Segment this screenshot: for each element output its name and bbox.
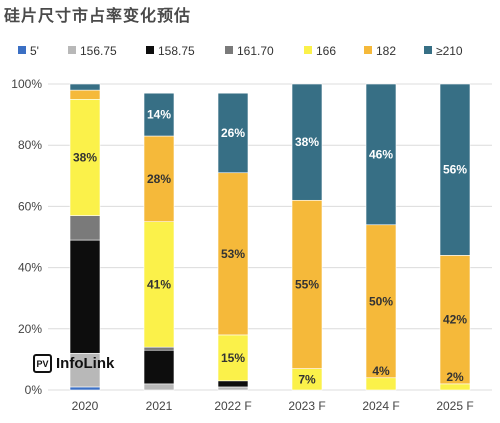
data-label: 28% [147, 172, 171, 186]
data-label: 53% [221, 247, 245, 261]
y-tick-label: 80% [18, 138, 42, 152]
bar-2022-f-182 [217, 172, 249, 336]
chart-title: 硅片尺寸市占率变化预估 [4, 6, 192, 25]
bar-2020-156-75 [69, 352, 101, 388]
x-tick-label: 2024 F [362, 399, 399, 413]
bar-2021-156-75 [143, 383, 175, 391]
legend-swatch-166 [304, 46, 312, 54]
x-tick-label: 2025 F [436, 399, 473, 413]
legend-swatch-5in [18, 46, 26, 54]
legend-swatch-158-75 [146, 46, 154, 54]
data-label: 42% [443, 313, 467, 327]
bar-2024-f-182 [365, 224, 397, 379]
bar-2024-f-166 [365, 377, 397, 391]
bar-2023-f-182 [291, 199, 323, 369]
bar-2021-161-70 [143, 346, 175, 351]
bar-2025-f-ge210 [439, 83, 471, 256]
legend-swatch-156-75 [68, 46, 76, 54]
legend-swatch-182 [364, 46, 372, 54]
bar-2023-f-ge210 [291, 83, 323, 201]
y-tick-label: 20% [18, 322, 42, 336]
data-label: 15% [221, 351, 245, 365]
y-tick-label: 60% [18, 199, 42, 213]
logo-text: InfoLink [56, 355, 115, 372]
data-label: 38% [295, 135, 319, 149]
data-label: 4% [372, 364, 390, 378]
bar-2020-ge210 [69, 83, 101, 91]
bar-2021-166 [143, 221, 175, 348]
data-label: 38% [73, 150, 97, 164]
bar-2025-f-166 [439, 383, 471, 391]
bar-2021-158-75 [143, 349, 175, 385]
bar-2020-182 [69, 89, 101, 100]
bar-2022-f-158-75 [217, 380, 249, 388]
x-tick-label: 2020 [72, 399, 99, 413]
y-tick-label: 0% [25, 383, 43, 397]
bar-2020-161-70 [69, 215, 101, 241]
legend-swatch-ge210 [424, 46, 432, 54]
bar-2022-f-166 [217, 334, 249, 382]
legend-label-182: 182 [376, 44, 396, 58]
bar-2025-f-182 [439, 255, 471, 385]
data-label: 2% [446, 370, 464, 384]
data-label: 41% [147, 277, 171, 291]
data-label: 26% [221, 126, 245, 140]
bar-2022-f-ge210 [217, 92, 249, 174]
bar-2020-158-75 [69, 239, 101, 354]
bar-2020-5in [69, 386, 101, 391]
x-tick-label: 2022 F [214, 399, 251, 413]
bar-2024-f-ge210 [365, 83, 397, 226]
legend-label-161-70: 161.70 [237, 44, 274, 58]
bar-2020-166 [69, 99, 101, 216]
data-label: 55% [295, 277, 319, 291]
data-label: 50% [369, 294, 393, 308]
legend-label-5in: 5' [30, 44, 39, 58]
bar-2021-ge210 [143, 92, 175, 137]
legend-swatch-161-70 [225, 46, 233, 54]
bar-2022-f-156-75 [217, 386, 249, 391]
y-tick-label: 40% [18, 261, 42, 275]
infolink-logo: PV InfoLink [33, 354, 114, 373]
legend-label-ge210: ≥210 [436, 44, 463, 58]
data-label: 14% [147, 108, 171, 122]
y-tick-label: 100% [11, 77, 42, 91]
legend-label-166: 166 [316, 44, 336, 58]
legend-label-156-75: 156.75 [80, 44, 117, 58]
x-tick-label: 2021 [146, 399, 173, 413]
pv-logo-icon: PV [33, 354, 52, 373]
data-label: 46% [369, 147, 393, 161]
data-label: 7% [298, 372, 316, 386]
data-label: 56% [443, 163, 467, 177]
x-tick-label: 2023 F [288, 399, 325, 413]
legend-label-158-75: 158.75 [158, 44, 195, 58]
